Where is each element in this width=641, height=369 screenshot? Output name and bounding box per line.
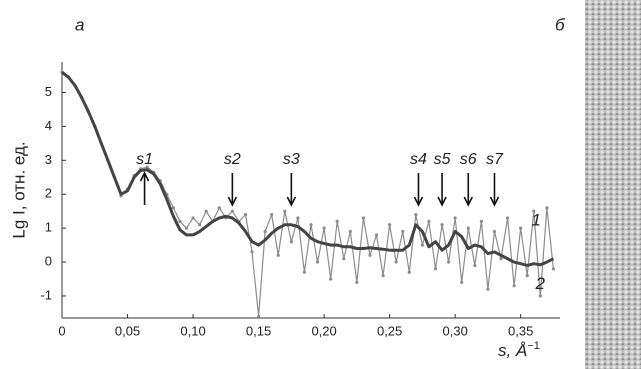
annotation-label: s6 <box>460 151 477 168</box>
data-point <box>545 206 548 209</box>
data-point <box>270 213 273 216</box>
data-point <box>362 216 365 219</box>
x-tick-label: 0,25 <box>377 323 402 338</box>
x-tick-label: 0,15 <box>246 323 271 338</box>
y-axis-label: Lg I, отн. ед. <box>9 141 28 238</box>
x-axis-label-text: s, Å <box>498 341 527 360</box>
annotation-label: s1 <box>136 151 153 168</box>
page: а б Lg I, отн. ед. s, Å−1 -1 0 1 2 3 4 5 0 0,05 0… <box>0 0 641 369</box>
data-point <box>381 274 384 277</box>
annotation-label: s4 <box>410 151 427 168</box>
figure: а б Lg I, отн. ед. s, Å−1 -1 0 1 2 3 4 5 0 0,05 0… <box>0 0 641 369</box>
y-tick-label: 3 <box>45 152 52 167</box>
annotation-label: s3 <box>283 151 300 168</box>
data-point <box>552 267 555 270</box>
data-point <box>316 260 319 263</box>
data-point <box>205 210 208 213</box>
data-point <box>231 210 234 213</box>
data-point <box>349 230 352 233</box>
data-point <box>493 230 496 233</box>
data-point <box>473 264 476 267</box>
series-line <box>62 72 553 316</box>
panel-label: б <box>555 15 566 34</box>
data-point <box>480 220 483 223</box>
data-point <box>296 216 299 219</box>
series-label: 1 <box>531 210 540 229</box>
data-point <box>388 223 391 226</box>
data-point <box>513 284 516 287</box>
x-tick-label: 0 <box>58 323 65 338</box>
data-point <box>329 277 332 280</box>
data-point <box>447 260 450 263</box>
series-label: 2 <box>534 274 545 293</box>
data-point <box>486 288 489 291</box>
annotation-label: s7 <box>486 151 504 168</box>
annotation-label: s2 <box>224 151 241 168</box>
data-point <box>303 271 306 274</box>
data-point <box>467 227 470 230</box>
data-point <box>342 257 345 260</box>
data-point <box>198 223 201 226</box>
data-point <box>336 220 339 223</box>
y-tick-label: 1 <box>45 220 52 235</box>
data-point <box>408 271 411 274</box>
data-point <box>395 260 398 263</box>
annotation-label: s5 <box>434 151 451 168</box>
x-tick-label: 0,10 <box>180 323 205 338</box>
molecule-image <box>585 0 641 369</box>
data-point <box>506 216 509 219</box>
data-point <box>264 230 267 233</box>
data-point <box>368 254 371 257</box>
x-tick-label: 0,20 <box>311 323 336 338</box>
y-tick-label: 2 <box>45 186 52 201</box>
data-point <box>434 267 437 270</box>
y-tick-label: 0 <box>45 253 52 268</box>
x-tick-label: 0,35 <box>508 323 533 338</box>
x-axis-label-sup: −1 <box>527 340 540 352</box>
data-point <box>290 240 293 243</box>
panel-label: а <box>75 15 84 34</box>
data-point <box>172 206 175 209</box>
data-point <box>440 223 443 226</box>
y-tick-label: 4 <box>45 118 52 133</box>
data-point <box>526 274 529 277</box>
data-point <box>460 281 463 284</box>
data-point <box>401 230 404 233</box>
data-point <box>427 220 430 223</box>
x-axis-label: s, Å−1 <box>498 340 540 361</box>
data-point <box>218 206 221 209</box>
data-point <box>283 210 286 213</box>
data-point <box>519 227 522 230</box>
data-point <box>414 213 417 216</box>
data-point <box>257 315 260 318</box>
data-point <box>178 220 181 223</box>
x-tick-label: 0,30 <box>443 323 468 338</box>
x-tick-label: 0,05 <box>115 323 140 338</box>
data-point <box>375 233 378 236</box>
data-point <box>244 213 247 216</box>
data-point <box>185 227 188 230</box>
data-point <box>191 216 194 219</box>
data-point <box>355 281 358 284</box>
data-point <box>250 250 253 253</box>
data-point <box>454 216 457 219</box>
data-point <box>421 243 424 246</box>
data-point <box>277 254 280 257</box>
data-point <box>323 227 326 230</box>
data-point <box>309 223 312 226</box>
data-point <box>539 294 542 297</box>
y-tick-label: -1 <box>40 287 52 302</box>
y-tick-label: 5 <box>45 84 52 99</box>
